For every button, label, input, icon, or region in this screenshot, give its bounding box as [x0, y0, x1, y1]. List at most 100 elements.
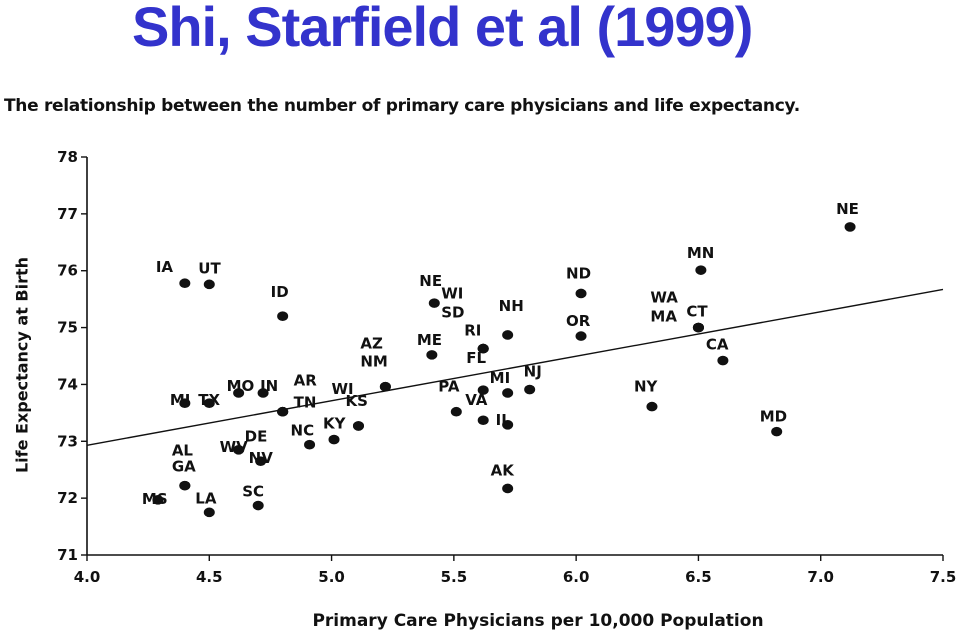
- point-label: AZ: [360, 335, 383, 353]
- y-tick-label: 73: [57, 432, 78, 450]
- point-label: MI: [490, 369, 511, 387]
- data-point: [450, 406, 462, 417]
- data-point: [771, 426, 783, 437]
- y-tick-label: 72: [57, 489, 78, 507]
- data-point: [477, 415, 489, 426]
- x-tick-label: 5.0: [318, 568, 345, 586]
- data-point: [477, 385, 489, 395]
- point-label: WV: [220, 438, 249, 456]
- point-label: WI: [331, 380, 353, 398]
- point-label: AK: [491, 461, 516, 479]
- point-label: OR: [566, 312, 591, 330]
- point-label: MA: [650, 308, 677, 326]
- axes: 71 72 73 74 75 76 77 78 4.0 4.5 5.0 5.5 6.0 6.5 7.0 7.5: [57, 148, 956, 586]
- point-label: SC: [242, 483, 264, 501]
- point-label: NV: [249, 449, 274, 467]
- data-point: [426, 350, 438, 360]
- point-label: AR: [294, 372, 318, 390]
- point-label: ID: [271, 283, 289, 301]
- x-tick-label: 4.0: [74, 568, 101, 586]
- point-label: GA: [172, 458, 196, 476]
- point-label: UT: [198, 259, 221, 277]
- data-point: [646, 401, 658, 412]
- y-tick-label: 77: [57, 205, 78, 223]
- point-label: AL: [172, 442, 194, 460]
- point-label: MN: [687, 244, 714, 262]
- point-label: MS: [142, 490, 168, 508]
- trendline: [86, 288, 944, 446]
- point-label: ME: [417, 331, 442, 349]
- x-axis-label: Primary Care Physicians per 10,000 Popul…: [312, 611, 764, 631]
- data-point: [844, 222, 856, 232]
- point-label: KS: [345, 392, 367, 410]
- data-point: [692, 322, 704, 333]
- data-point: [203, 279, 215, 290]
- y-tick-label: 71: [57, 546, 78, 564]
- point-label: WA: [650, 289, 678, 307]
- data-point: [502, 419, 514, 430]
- data-point: [695, 265, 707, 275]
- data-point: [575, 288, 587, 299]
- data-point: [179, 480, 191, 491]
- x-tick-label: 6.5: [685, 568, 712, 586]
- point-label: SD: [441, 304, 464, 322]
- point-label: NH: [499, 297, 524, 315]
- data-point: [179, 398, 191, 408]
- point-label: FL: [466, 349, 486, 367]
- y-tick-label: 76: [57, 262, 78, 280]
- x-tick-label: 7.0: [807, 568, 834, 586]
- point-label: DE: [245, 428, 268, 446]
- data-point: [477, 343, 489, 354]
- point-label: NY: [634, 378, 659, 396]
- point-label: MD: [760, 408, 787, 426]
- point-label: NM: [360, 353, 387, 371]
- data-point: [524, 384, 536, 395]
- point-label: WI: [441, 285, 463, 303]
- point-label: MO: [227, 377, 255, 395]
- data-point: [152, 495, 164, 505]
- x-tick-label: 4.5: [196, 568, 223, 586]
- point-label: TX: [198, 391, 220, 409]
- trendline-group: [86, 288, 944, 446]
- data-point: [502, 330, 514, 340]
- points-group: [152, 222, 856, 518]
- data-point: [502, 483, 514, 494]
- point-label: TN: [294, 394, 317, 412]
- data-point: [233, 388, 245, 398]
- point-label: LA: [195, 489, 217, 507]
- data-point: [352, 421, 364, 431]
- y-tick-label: 74: [57, 375, 78, 393]
- point-label: NC: [291, 422, 315, 440]
- data-point: [277, 311, 289, 322]
- y-tick-label: 78: [57, 148, 78, 166]
- data-point: [203, 507, 215, 518]
- point-label: IL: [496, 411, 512, 429]
- slide-title: Shi, Starfield et al (1999): [132, 0, 753, 58]
- data-point: [255, 456, 267, 466]
- data-point: [277, 406, 289, 417]
- data-point: [717, 355, 729, 366]
- data-point: [233, 445, 245, 455]
- data-point: [257, 388, 269, 398]
- point-label: KY: [323, 415, 347, 433]
- x-tick-label: 6.0: [563, 568, 590, 586]
- x-tick-label: 5.5: [441, 568, 468, 586]
- point-label: RI: [464, 322, 481, 340]
- data-point: [252, 500, 264, 511]
- data-point: [328, 434, 340, 445]
- data-point: [428, 298, 440, 308]
- data-point: [379, 381, 391, 392]
- y-axis-label: Life Expectancy at Birth: [12, 256, 32, 474]
- data-point: [502, 388, 514, 398]
- data-point: [203, 398, 215, 408]
- point-label: NE: [836, 200, 859, 218]
- x-tick-label: 7.5: [930, 568, 957, 586]
- y-tick-label: 75: [57, 319, 78, 337]
- data-point: [304, 439, 316, 450]
- point-label: PA: [438, 378, 460, 396]
- chart-title: The relationship between the number of p…: [4, 96, 800, 116]
- data-point: [575, 331, 587, 341]
- point-label: IA: [156, 258, 174, 276]
